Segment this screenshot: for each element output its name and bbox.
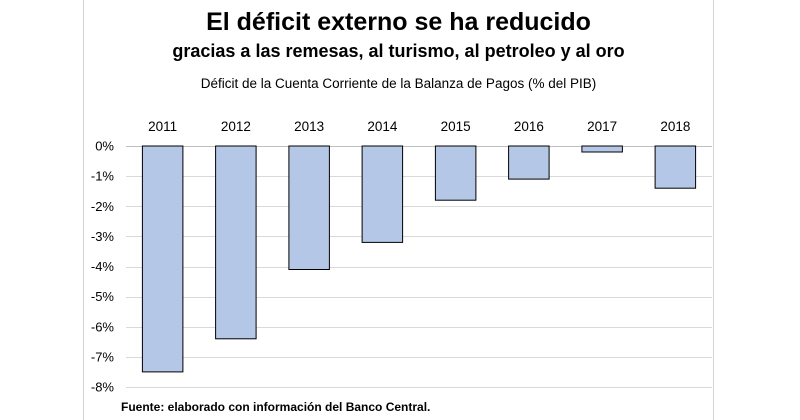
- y-tick-labels: 0% -1% -2% -3% -4% -5% -6% -7% -8%: [91, 139, 115, 395]
- bar-2014: [361, 145, 404, 243]
- chart-subtitle: gracias a las remesas, al turismo, al pe…: [172, 41, 625, 61]
- bar-2013: [288, 145, 330, 270]
- y-tick-label: -5%: [91, 289, 115, 304]
- category-label: 2011: [148, 119, 177, 134]
- source-note: Fuente: elaborado con información del Ba…: [121, 400, 431, 414]
- y-tick-label: 0%: [95, 139, 114, 154]
- bar-2016: [508, 145, 550, 180]
- chart-caption: Déficit de la Cuenta Corriente de la Bal…: [200, 76, 597, 91]
- y-tick-label: -4%: [91, 259, 115, 274]
- bar-2015: [434, 145, 477, 201]
- bars: [141, 145, 697, 373]
- y-tick-label: -8%: [91, 380, 115, 395]
- bar-2011: [141, 145, 184, 373]
- y-tick-label: -3%: [91, 229, 115, 244]
- category-label: 2018: [660, 119, 690, 134]
- chart-frame: [83, 0, 714, 420]
- gridlines: [126, 146, 712, 388]
- y-tick-label: -7%: [91, 349, 115, 364]
- category-label: 2015: [441, 119, 471, 134]
- y-tick-label: -6%: [91, 319, 115, 334]
- category-label: 2012: [221, 119, 251, 134]
- bar-2018: [654, 145, 697, 189]
- bar-2017: [581, 145, 623, 153]
- y-tick-label: -1%: [91, 169, 115, 184]
- chart-title: El déficit externo se ha reducido: [206, 8, 591, 36]
- y-tick-label: -2%: [91, 199, 115, 214]
- category-label: 2013: [294, 119, 324, 134]
- category-label: 2016: [514, 119, 544, 134]
- category-labels: 2011 2012 2013 2014 2015 2016 2017 2018: [148, 119, 690, 134]
- bar-2012: [215, 145, 257, 340]
- category-label: 2017: [587, 119, 617, 134]
- category-label: 2014: [367, 119, 398, 134]
